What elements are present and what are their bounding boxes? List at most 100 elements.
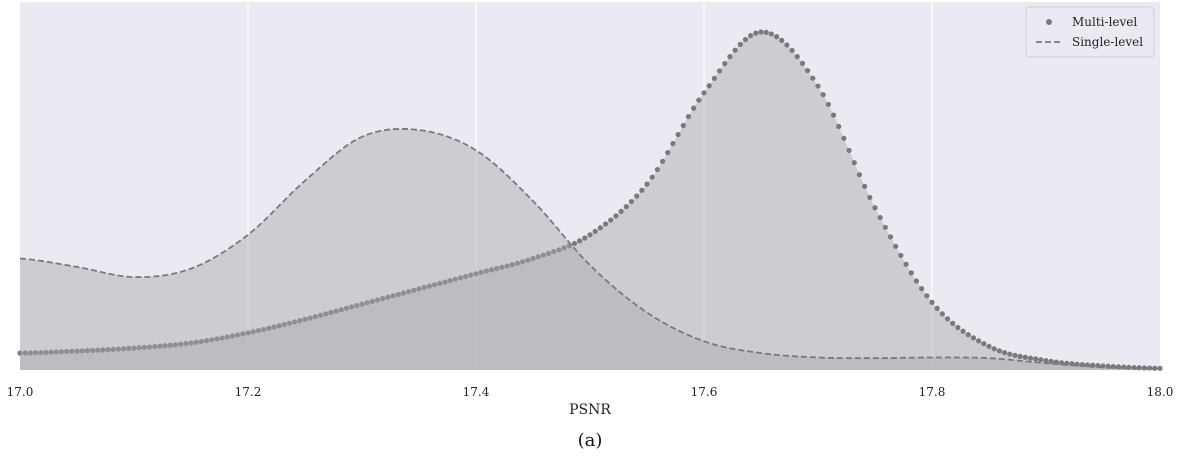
multi-level-point	[229, 333, 236, 339]
multi-level-point	[131, 345, 137, 351]
multi-level-point	[571, 240, 578, 247]
multi-level-point	[162, 343, 168, 349]
multi-level-point	[877, 214, 883, 221]
multi-level-point	[58, 349, 65, 355]
multi-level-point	[768, 31, 774, 37]
multi-level-point	[639, 187, 645, 193]
multi-level-point	[1048, 358, 1054, 364]
multi-level-point	[556, 247, 562, 253]
multi-level-point	[354, 302, 360, 309]
multi-level-point	[84, 348, 90, 354]
multi-level-point	[333, 308, 339, 314]
multi-level-point	[359, 301, 365, 307]
multi-level-point	[753, 30, 759, 36]
multi-level-point	[1038, 357, 1044, 363]
multi-level-point	[209, 337, 215, 343]
multi-level-point	[364, 300, 370, 306]
multi-level-point	[976, 338, 982, 344]
multi-level-point	[317, 312, 324, 318]
multi-level-point	[675, 131, 681, 138]
multi-level-point	[991, 346, 997, 352]
multi-level-point	[188, 340, 194, 346]
multi-level-point	[608, 217, 614, 223]
multi-level-point	[551, 249, 557, 255]
multi-level-point	[193, 339, 199, 345]
multi-level-point	[929, 299, 935, 305]
multi-level-point	[716, 68, 723, 74]
multi-level-point	[685, 114, 692, 120]
multi-level-point	[105, 347, 111, 353]
multi-level-point	[385, 294, 391, 300]
multi-level-point	[1043, 357, 1049, 364]
multi-level-point	[789, 47, 795, 54]
multi-level-point	[1157, 365, 1163, 371]
multi-level-point	[152, 343, 158, 350]
multi-level-markers	[17, 29, 1163, 371]
multi-level-point	[292, 319, 298, 325]
multi-level-point	[696, 97, 702, 103]
multi-level-point	[416, 286, 422, 292]
multi-level-point	[421, 284, 427, 291]
multi-level-point	[939, 311, 945, 317]
multi-level-point	[784, 42, 790, 48]
multi-level-point	[172, 342, 179, 348]
multi-level-point	[369, 298, 375, 304]
multi-level-point	[613, 213, 619, 219]
multi-level-point	[634, 193, 640, 199]
multi-level-point	[22, 350, 28, 356]
legend-box	[1025, 6, 1155, 58]
multi-level-point	[478, 269, 484, 275]
multi-level-point	[463, 273, 469, 280]
multi-level-point	[312, 314, 318, 320]
multi-level-point	[799, 60, 806, 66]
multi-level-point	[276, 323, 282, 329]
legend: Multi-level Single-level	[1025, 6, 1155, 58]
multi-level-point	[349, 304, 355, 310]
multi-level-point	[281, 321, 287, 328]
multi-level-point	[820, 92, 826, 98]
multi-level-point	[157, 343, 163, 349]
multi-level-point	[328, 309, 334, 316]
multi-level-point	[504, 263, 510, 269]
multi-level-point	[805, 67, 811, 74]
multi-level-point	[266, 325, 272, 331]
multi-level-point	[965, 332, 971, 338]
multi-level-point	[540, 252, 546, 258]
multi-level-point	[706, 83, 712, 89]
x-axis-ticks: 17.0 17.2 17.4 17.6 17.8 18.0	[7, 385, 1174, 399]
x-axis-label: PSNR	[569, 402, 611, 418]
multi-level-point	[235, 332, 241, 338]
multi-level-point	[773, 34, 780, 40]
series-layer	[17, 29, 1163, 371]
multi-level-point	[830, 112, 837, 118]
multi-level-point	[406, 289, 412, 295]
multi-level-point	[390, 293, 396, 299]
multi-level-point	[69, 348, 75, 354]
multi-level-point	[126, 345, 132, 351]
multi-level-point	[110, 346, 116, 352]
multi-level-point	[338, 307, 344, 313]
multi-level-point	[898, 252, 904, 259]
x-tick-label: 17.4	[463, 385, 490, 399]
multi-level-point	[779, 37, 785, 43]
multi-level-point	[520, 259, 526, 265]
multi-level-point	[17, 350, 23, 356]
multi-level-point	[525, 257, 531, 263]
multi-level-point	[271, 324, 277, 330]
multi-level-point	[509, 262, 515, 268]
multi-level-point	[924, 293, 930, 299]
multi-level-point	[178, 341, 184, 347]
multi-level-point	[919, 286, 925, 292]
multi-level-point	[1022, 354, 1028, 360]
multi-level-point	[183, 341, 189, 347]
multi-level-point	[597, 225, 603, 231]
x-tick-label: 17.8	[919, 385, 946, 399]
multi-level-point	[561, 245, 567, 251]
multi-level-point	[100, 347, 106, 353]
multi-level-point	[79, 348, 85, 354]
multi-level-point	[121, 346, 127, 352]
multi-level-point	[867, 194, 873, 201]
x-tick-label: 17.2	[235, 385, 262, 399]
